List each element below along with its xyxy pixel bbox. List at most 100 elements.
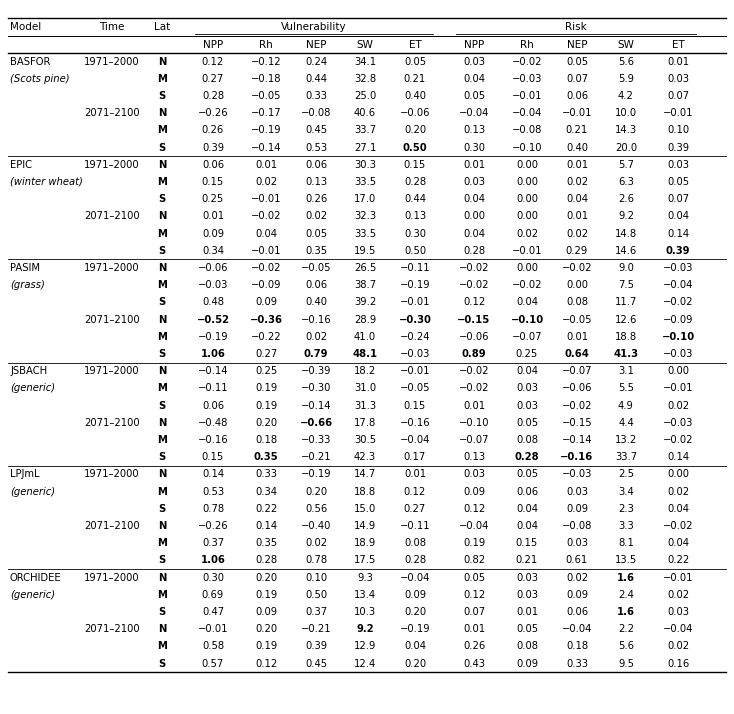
Text: 0.04: 0.04 xyxy=(516,366,538,376)
Text: −0.06: −0.06 xyxy=(400,109,430,119)
Text: 2.3: 2.3 xyxy=(618,504,634,514)
Text: −0.02: −0.02 xyxy=(562,263,592,273)
Text: 0.14: 0.14 xyxy=(667,228,689,238)
Text: 0.03: 0.03 xyxy=(516,573,538,583)
Text: −0.09: −0.09 xyxy=(663,315,693,325)
Text: 0.69: 0.69 xyxy=(202,590,224,600)
Text: 0.33: 0.33 xyxy=(255,469,277,479)
Text: −0.02: −0.02 xyxy=(251,211,281,221)
Text: −0.26: −0.26 xyxy=(197,109,228,119)
Text: 0.79: 0.79 xyxy=(304,349,328,359)
Text: 0.09: 0.09 xyxy=(463,487,485,497)
Text: 0.00: 0.00 xyxy=(463,211,485,221)
Text: 40.6: 40.6 xyxy=(354,109,376,119)
Text: 0.82: 0.82 xyxy=(463,555,485,565)
Text: M: M xyxy=(157,280,167,290)
Text: −0.02: −0.02 xyxy=(512,280,542,290)
Text: 0.39: 0.39 xyxy=(202,143,224,153)
Text: 2.2: 2.2 xyxy=(618,624,634,634)
Text: 0.04: 0.04 xyxy=(463,74,485,84)
Text: −0.16: −0.16 xyxy=(197,435,228,445)
Text: −0.01: −0.01 xyxy=(197,624,228,634)
Text: −0.17: −0.17 xyxy=(251,109,281,119)
Text: 6.3: 6.3 xyxy=(618,177,634,187)
Text: 0.18: 0.18 xyxy=(255,435,277,445)
Text: 0.45: 0.45 xyxy=(305,126,327,136)
Text: −0.06: −0.06 xyxy=(562,383,592,393)
Text: 0.03: 0.03 xyxy=(566,538,588,548)
Text: M: M xyxy=(157,590,167,600)
Text: 2071–2100: 2071–2100 xyxy=(84,109,139,119)
Text: 0.20: 0.20 xyxy=(404,126,426,136)
Text: 25.0: 25.0 xyxy=(354,91,376,101)
Text: 0.21: 0.21 xyxy=(516,555,538,565)
Text: 0.02: 0.02 xyxy=(305,538,327,548)
Text: 13.2: 13.2 xyxy=(615,435,637,445)
Text: 0.05: 0.05 xyxy=(305,228,327,238)
Text: 0.12: 0.12 xyxy=(255,658,277,668)
Text: 0.34: 0.34 xyxy=(202,246,224,256)
Text: 0.08: 0.08 xyxy=(516,435,538,445)
Text: 0.25: 0.25 xyxy=(255,366,277,376)
Text: 0.09: 0.09 xyxy=(404,590,426,600)
Text: 12.4: 12.4 xyxy=(354,658,376,668)
Text: S: S xyxy=(159,504,166,514)
Text: LPJmL: LPJmL xyxy=(10,469,40,479)
Text: S: S xyxy=(159,194,166,204)
Text: 0.03: 0.03 xyxy=(566,487,588,497)
Text: 18.8: 18.8 xyxy=(354,487,376,497)
Text: −0.12: −0.12 xyxy=(251,56,281,66)
Text: −0.11: −0.11 xyxy=(400,521,430,531)
Text: 0.57: 0.57 xyxy=(202,658,224,668)
Text: −0.16: −0.16 xyxy=(400,418,430,428)
Text: −0.11: −0.11 xyxy=(400,263,430,273)
Text: 0.01: 0.01 xyxy=(463,401,485,411)
Text: 0.01: 0.01 xyxy=(516,607,538,617)
Text: S: S xyxy=(159,349,166,359)
Text: BASFOR: BASFOR xyxy=(10,56,51,66)
Text: (winter wheat): (winter wheat) xyxy=(10,177,83,187)
Text: 0.06: 0.06 xyxy=(305,280,327,290)
Text: −0.03: −0.03 xyxy=(197,280,228,290)
Text: 0.04: 0.04 xyxy=(463,228,485,238)
Text: M: M xyxy=(157,487,167,497)
Text: 0.48: 0.48 xyxy=(202,298,224,308)
Text: −0.10: −0.10 xyxy=(510,315,544,325)
Text: ORCHIDEE: ORCHIDEE xyxy=(10,573,62,583)
Text: 0.19: 0.19 xyxy=(463,538,485,548)
Text: −0.02: −0.02 xyxy=(663,435,693,445)
Text: −0.09: −0.09 xyxy=(251,280,281,290)
Text: 11.7: 11.7 xyxy=(615,298,637,308)
Text: 0.02: 0.02 xyxy=(255,177,277,187)
Text: 0.10: 0.10 xyxy=(667,126,689,136)
Text: 0.13: 0.13 xyxy=(463,126,485,136)
Text: −0.04: −0.04 xyxy=(459,521,489,531)
Text: 0.40: 0.40 xyxy=(566,143,588,153)
Text: 0.06: 0.06 xyxy=(202,160,224,170)
Text: 31.3: 31.3 xyxy=(354,401,376,411)
Text: 18.8: 18.8 xyxy=(615,332,637,342)
Text: 5.6: 5.6 xyxy=(618,641,634,651)
Text: 0.30: 0.30 xyxy=(404,228,426,238)
Text: 0.27: 0.27 xyxy=(202,74,224,84)
Text: 0.03: 0.03 xyxy=(667,160,689,170)
Text: 0.05: 0.05 xyxy=(404,56,426,66)
Text: −0.14: −0.14 xyxy=(562,435,592,445)
Text: 0.02: 0.02 xyxy=(305,332,327,342)
Text: S: S xyxy=(159,143,166,153)
Text: S: S xyxy=(159,246,166,256)
Text: 0.02: 0.02 xyxy=(516,228,538,238)
Text: 0.40: 0.40 xyxy=(404,91,426,101)
Text: −0.15: −0.15 xyxy=(457,315,490,325)
Text: 30.3: 30.3 xyxy=(354,160,376,170)
Text: −0.04: −0.04 xyxy=(562,624,592,634)
Text: N: N xyxy=(158,573,166,583)
Text: 2.5: 2.5 xyxy=(618,469,634,479)
Text: 33.5: 33.5 xyxy=(354,228,376,238)
Text: Rh: Rh xyxy=(520,39,534,49)
Text: S: S xyxy=(159,298,166,308)
Text: 0.09: 0.09 xyxy=(516,658,538,668)
Text: 0.07: 0.07 xyxy=(566,74,588,84)
Text: 0.39: 0.39 xyxy=(667,143,689,153)
Text: −0.01: −0.01 xyxy=(663,383,693,393)
